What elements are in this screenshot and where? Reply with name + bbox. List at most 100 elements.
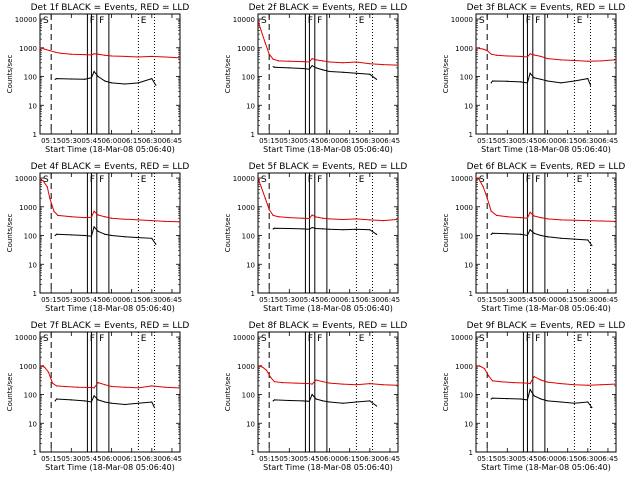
plot-frame	[475, 331, 617, 453]
series-line-events	[54, 225, 157, 245]
mark-f: F	[90, 16, 95, 26]
series-point-lld	[490, 53, 492, 55]
series-point-events	[308, 68, 311, 70]
series-point-events	[322, 400, 324, 402]
series-point-events	[355, 228, 358, 230]
mark-s: S	[261, 175, 267, 185]
series-point-events	[104, 401, 106, 403]
mark-e: E	[577, 334, 583, 344]
series-point-lld	[268, 53, 270, 55]
series-point-events	[506, 398, 508, 400]
series-point-lld	[491, 380, 494, 382]
series-point-lld	[54, 51, 56, 53]
series-point-events	[311, 65, 313, 67]
series-point-events	[315, 227, 317, 230]
series-point-lld	[90, 386, 93, 389]
series-point-events	[124, 236, 126, 238]
mark-s: S	[261, 334, 267, 344]
series-point-lld	[315, 216, 317, 218]
panel-title: Det 4f BLACK = Events, RED = LLD	[31, 162, 190, 172]
series-line-lld	[476, 365, 615, 386]
series-point-lld	[482, 48, 484, 50]
y-tick-label: 100	[460, 74, 473, 82]
series-point-lld	[513, 382, 515, 384]
x-tick-label: 06:00	[101, 455, 121, 463]
y-axis-label: Counts/sec	[442, 214, 450, 253]
series-point-lld	[475, 177, 478, 179]
series-point-events	[560, 82, 562, 84]
series-point-lld	[257, 178, 260, 180]
x-tick-label: 06:15	[558, 296, 578, 304]
series-point-events	[490, 82, 492, 84]
series-point-events	[302, 67, 304, 70]
series-point-events	[375, 405, 378, 407]
series-point-lld	[490, 210, 492, 212]
series-point-lld	[84, 53, 86, 56]
mark-e: E	[141, 175, 147, 185]
y-axis-label: Counts/sec	[224, 373, 232, 412]
panel-det-3: Det 3f BLACK = Events, RED = LLD 1 10 100 10…	[442, 3, 625, 154]
series-point-events	[369, 229, 371, 231]
y-tick-label: 10	[28, 102, 37, 110]
mark-f: F	[317, 334, 322, 344]
panel-title: Det 7f BLACK = Events, RED = LLD	[31, 321, 190, 331]
series-point-lld	[396, 218, 398, 221]
series-point-events	[311, 226, 313, 229]
series-point-lld	[55, 385, 58, 387]
series-line-lld	[257, 21, 397, 66]
y-tick-label: 1000	[237, 204, 255, 212]
series-point-lld	[587, 60, 589, 62]
mark-f: F	[99, 334, 104, 344]
series-point-events	[55, 398, 58, 400]
series-point-lld	[295, 382, 297, 384]
mark-f: F	[90, 334, 95, 344]
series-point-lld	[342, 62, 344, 64]
plot-frame	[257, 331, 399, 453]
x-tick-label: 06:30	[142, 296, 162, 304]
x-tick-label: 06:30	[360, 455, 380, 463]
series-point-lld	[272, 58, 274, 60]
series-point-lld	[70, 216, 72, 218]
series-point-events	[322, 69, 324, 71]
series-line-lld	[40, 178, 179, 223]
y-tick-label: 1000	[455, 45, 473, 53]
series-point-lld	[382, 64, 384, 66]
series-point-events	[151, 401, 153, 403]
series-point-lld	[560, 59, 562, 61]
x-tick-label: 05:45	[81, 455, 101, 463]
series-point-events	[526, 234, 529, 237]
series-point-events	[520, 398, 522, 400]
series-point-lld	[533, 215, 535, 217]
series-point-events	[93, 70, 95, 73]
mark-e: E	[359, 16, 365, 26]
x-tick-label: 06:45	[380, 296, 400, 304]
series-point-events	[308, 228, 311, 230]
series-point-events	[375, 78, 378, 80]
series-point-events	[589, 84, 592, 86]
x-tick-label: 06:15	[340, 455, 360, 463]
x-tick-label: 06:30	[360, 137, 380, 145]
x-tick-label: 06:15	[122, 137, 142, 145]
panel-title: Det 9f BLACK = Events, RED = LLD	[467, 321, 626, 331]
x-axis-label: Start Time (18-Mar-08 05:06:40)	[45, 463, 175, 472]
mark-s: S	[43, 334, 49, 344]
series-point-lld	[396, 64, 398, 66]
series-point-lld	[39, 365, 42, 367]
series-point-events	[84, 400, 86, 402]
y-tick-label: 1000	[237, 45, 255, 53]
series-point-lld	[382, 220, 384, 222]
series-point-lld	[49, 49, 51, 52]
series-point-events	[529, 229, 531, 231]
x-tick-label: 05:45	[299, 137, 319, 145]
x-tick-label: 06:15	[340, 296, 360, 304]
mark-e: E	[577, 16, 583, 26]
y-axis-label: Counts/sec	[224, 214, 232, 253]
series-point-events	[533, 77, 535, 79]
series-point-lld	[614, 59, 616, 61]
mark-s: S	[43, 175, 49, 185]
x-tick-label: 06:00	[537, 296, 557, 304]
series-point-lld	[614, 220, 616, 223]
series-point-lld	[124, 386, 126, 388]
series-point-events	[490, 398, 492, 400]
x-tick-label: 05:30	[497, 137, 517, 145]
